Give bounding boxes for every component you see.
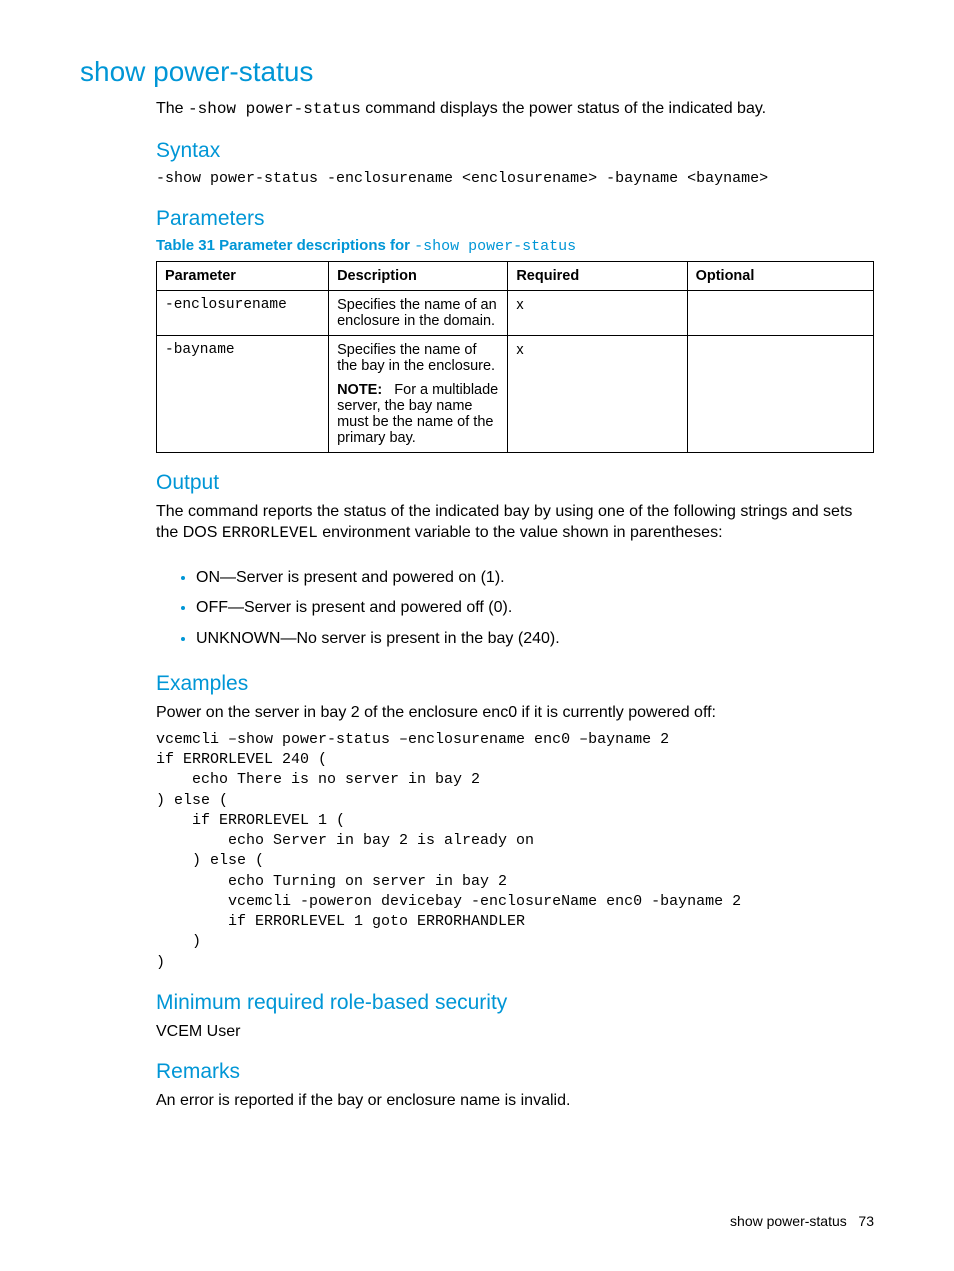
page-footer: show power-status 73 bbox=[730, 1213, 874, 1229]
table-caption: Table 31 Parameter descriptions for -sho… bbox=[156, 237, 874, 255]
list-item: UNKNOWN—No server is present in the bay … bbox=[196, 624, 874, 654]
output-list: ON—Server is present and powered on (1).… bbox=[156, 563, 874, 654]
examples-code: vcemcli –show power-status –enclosurenam… bbox=[156, 730, 874, 973]
output-paragraph: The command reports the status of the in… bbox=[156, 501, 874, 545]
cell-optional bbox=[687, 290, 873, 335]
cell-desc-main: Specifies the name of the bay in the enc… bbox=[337, 342, 499, 374]
page-title: show power-status bbox=[80, 56, 874, 88]
security-heading: Minimum required role-based security bbox=[156, 991, 874, 1015]
intro-post: command displays the power status of the… bbox=[361, 100, 766, 117]
examples-heading: Examples bbox=[156, 672, 874, 696]
content-body: The -show power-status command displays … bbox=[156, 98, 874, 1112]
remarks-body: An error is reported if the bay or enclo… bbox=[156, 1090, 874, 1112]
cell-required: x bbox=[508, 335, 687, 452]
footer-label: show power-status bbox=[730, 1213, 847, 1229]
list-item: OFF—Server is present and powered off (0… bbox=[196, 593, 874, 623]
parameters-heading: Parameters bbox=[156, 207, 874, 231]
list-item: ON—Server is present and powered on (1). bbox=[196, 563, 874, 593]
examples-intro: Power on the server in bay 2 of the encl… bbox=[156, 702, 874, 724]
cell-param: -enclosurename bbox=[157, 290, 329, 335]
cell-param: -bayname bbox=[157, 335, 329, 452]
caption-code: -show power-status bbox=[414, 238, 576, 255]
security-body: VCEM User bbox=[156, 1021, 874, 1043]
intro-pre: The bbox=[156, 100, 188, 117]
th-required: Required bbox=[508, 261, 687, 290]
syntax-heading: Syntax bbox=[156, 139, 874, 163]
cell-desc-note: NOTE: For a multiblade server, the bay n… bbox=[337, 382, 499, 446]
cell-required: x bbox=[508, 290, 687, 335]
table-header-row: Parameter Description Required Optional bbox=[157, 261, 874, 290]
output-heading: Output bbox=[156, 471, 874, 495]
parameters-table: Parameter Description Required Optional … bbox=[156, 261, 874, 453]
syntax-line: -show power-status -enclosurename <enclo… bbox=[156, 169, 874, 189]
cell-optional bbox=[687, 335, 873, 452]
footer-page: 73 bbox=[858, 1213, 874, 1229]
page-container: show power-status The -show power-status… bbox=[0, 0, 954, 1271]
remarks-heading: Remarks bbox=[156, 1060, 874, 1084]
table-row: -bayname Specifies the name of the bay i… bbox=[157, 335, 874, 452]
table-row: -enclosurename Specifies the name of an … bbox=[157, 290, 874, 335]
th-optional: Optional bbox=[687, 261, 873, 290]
cell-desc: Specifies the name of the bay in the enc… bbox=[329, 335, 508, 452]
note-label: NOTE: bbox=[337, 382, 382, 398]
cell-desc: Specifies the name of an enclosure in th… bbox=[329, 290, 508, 335]
th-parameter: Parameter bbox=[157, 261, 329, 290]
output-post: environment variable to the value shown … bbox=[318, 524, 723, 541]
intro-code: -show power-status bbox=[188, 100, 361, 118]
th-description: Description bbox=[329, 261, 508, 290]
caption-prefix: Table 31 Parameter descriptions for bbox=[156, 237, 414, 254]
intro-paragraph: The -show power-status command displays … bbox=[156, 98, 874, 121]
output-code: ERRORLEVEL bbox=[222, 524, 318, 542]
